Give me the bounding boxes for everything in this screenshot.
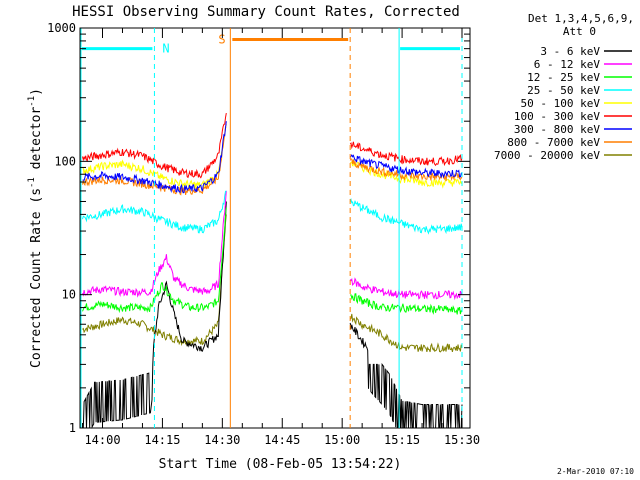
night-label: N xyxy=(162,42,169,56)
legend-entry-label: 100 - 300 keV xyxy=(514,110,600,123)
series-layer xyxy=(82,113,463,429)
legend-header-detectors: Det 1,3,4,5,6,9, xyxy=(528,12,634,25)
y-tick-label: 1 xyxy=(69,421,76,435)
y-axis-label-part2: detector xyxy=(29,107,44,178)
x-tick-label: 14:00 xyxy=(84,433,120,447)
plot-frame xyxy=(79,27,471,429)
legend-entry-label: 25 - 50 keV xyxy=(527,84,600,97)
series-line-after-1 xyxy=(349,277,463,301)
y-axis-label-sup2: -1 xyxy=(27,96,37,107)
footer-date: 2-Mar-2010 07:10 xyxy=(557,467,634,476)
legend-entry-label: 50 - 100 keV xyxy=(521,97,601,110)
legend-entry-label: 12 - 25 keV xyxy=(527,71,600,84)
y-axis-label-sup1: -1 xyxy=(27,177,37,188)
series-line-after-5 xyxy=(349,141,463,167)
x-tick-label: 15:15 xyxy=(384,433,420,447)
series-line-before-2 xyxy=(82,207,227,314)
series-line-after-2 xyxy=(349,293,463,315)
x-tick-label: 15:30 xyxy=(444,433,480,447)
y-axis-label: Corrected Count Rate (s-1 detector-1) xyxy=(27,88,44,368)
legend-entry-label: 300 - 800 keV xyxy=(514,123,600,136)
legend-entry-label: 6 - 12 keV xyxy=(534,58,601,71)
legend-entry-label: 7000 - 20000 keV xyxy=(494,149,600,162)
annotation-layer: NS xyxy=(80,28,463,428)
saa-label: S xyxy=(218,32,225,46)
legend-entry-label: 800 - 7000 keV xyxy=(507,136,600,149)
chart-title: HESSI Observing Summary Count Rates, Cor… xyxy=(72,4,460,20)
y-axis-label-part1: Corrected Count Rate (s xyxy=(29,188,44,368)
x-tick-label: 14:15 xyxy=(144,433,180,447)
series-line-after-8 xyxy=(349,313,463,353)
x-tick-label: 14:45 xyxy=(264,433,300,447)
x-tick-label: 15:00 xyxy=(324,433,360,447)
plot-border xyxy=(79,27,471,429)
series-line-after-6 xyxy=(349,153,463,179)
x-tick-label: 14:30 xyxy=(204,433,240,447)
x-axis-label: Start Time (08-Feb-05 13:54:22) xyxy=(159,457,402,472)
legend-entry-label: 3 - 6 keV xyxy=(540,45,600,58)
y-axis-label-part3: ) xyxy=(29,88,44,96)
legend-header-attenuator: Att 0 xyxy=(563,25,596,38)
y-tick-label: 1000 xyxy=(47,21,76,35)
y-tick-label: 100 xyxy=(54,154,76,168)
y-tick-label: 10 xyxy=(62,288,76,302)
series-line-after-0 xyxy=(349,322,463,429)
axis-layer: 1 10 100 1000 14:00 14:15 14:30 14:45 15:00 15:15… xyxy=(47,21,480,447)
series-line-after-3 xyxy=(349,197,463,235)
